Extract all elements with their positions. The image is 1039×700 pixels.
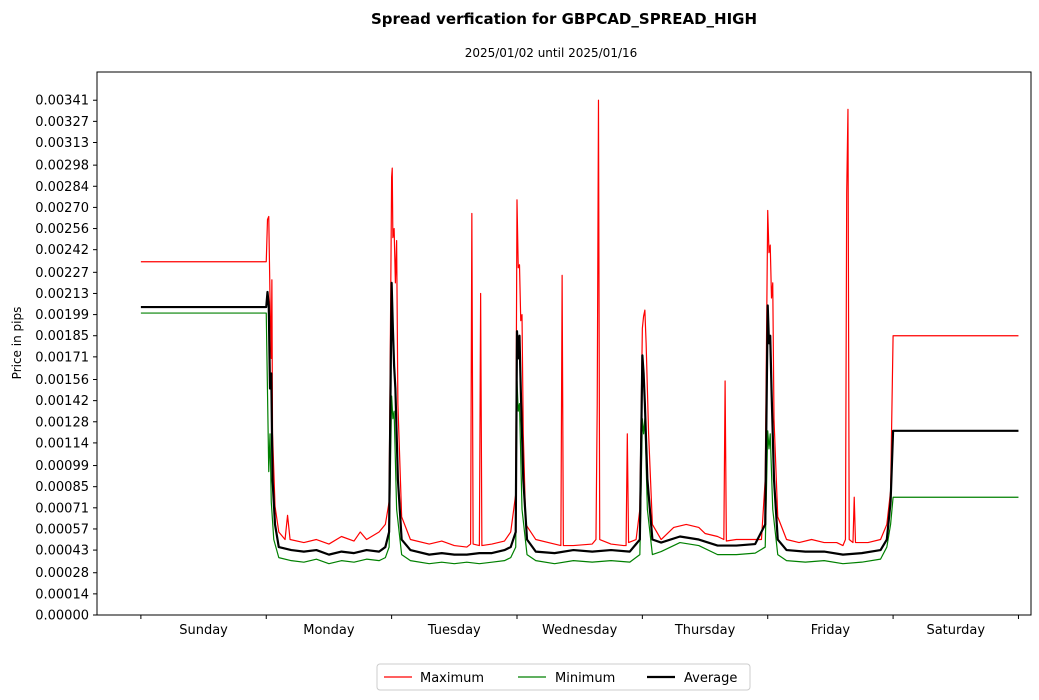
y-tick-label: 0.00071 bbox=[35, 501, 89, 516]
legend-label-maximum: Maximum bbox=[420, 671, 484, 686]
y-tick-label: 0.00227 bbox=[35, 266, 89, 281]
x-axis: Sunday Monday Tuesday Wednesday Thursday Frid… bbox=[140, 615, 1019, 638]
chart-subtitle: 2025/01/02 until 2025/01/16 bbox=[465, 46, 638, 60]
y-tick-label: 0.00284 bbox=[35, 180, 89, 195]
y-tick-label: 0.00085 bbox=[35, 480, 89, 495]
x-tick-label: Sunday bbox=[179, 623, 228, 638]
legend: Maximum Minimum Average bbox=[376, 663, 751, 691]
x-tick-label: Saturday bbox=[926, 623, 985, 638]
legend-label-minimum: Minimum bbox=[555, 671, 615, 686]
x-tick-label: Tuesday bbox=[427, 623, 481, 638]
chart-title: Spread verfication for GBPCAD_SPREAD_HIG… bbox=[371, 10, 757, 28]
y-tick-label: 0.00242 bbox=[35, 243, 89, 258]
y-tick-label: 0.00128 bbox=[35, 415, 89, 430]
y-tick-label: 0.00270 bbox=[35, 201, 89, 216]
y-tick-label: 0.00000 bbox=[35, 609, 89, 624]
y-tick-label: 0.00142 bbox=[35, 394, 89, 409]
y-tick-label: 0.00114 bbox=[35, 436, 89, 451]
y-tick-label: 0.00298 bbox=[35, 159, 89, 174]
y-tick-label: 0.00199 bbox=[35, 308, 89, 323]
x-tick-label: Thursday bbox=[674, 623, 736, 638]
x-tick-label: Monday bbox=[303, 623, 355, 638]
plot-frame bbox=[96, 71, 1032, 616]
legend-box bbox=[376, 663, 751, 691]
y-tick-label: 0.00171 bbox=[35, 350, 89, 365]
x-tick-label: Wednesday bbox=[542, 623, 618, 638]
y-tick-label: 0.00213 bbox=[35, 287, 89, 302]
series-line-minimum bbox=[140, 312, 1019, 565]
series-line-maximum bbox=[140, 99, 1019, 548]
y-tick-label: 0.00014 bbox=[35, 587, 89, 602]
y-tick-label: 0.00099 bbox=[35, 459, 89, 474]
y-axis: 0.00000 0.00014 0.00028 0.00043 0.00057 0.000… bbox=[35, 94, 97, 624]
y-tick-label: 0.00341 bbox=[35, 94, 89, 109]
y-tick-label: 0.00156 bbox=[35, 373, 89, 388]
y-tick-label: 0.00043 bbox=[35, 544, 89, 559]
series-layer bbox=[140, 99, 1019, 565]
x-tick-label: Friday bbox=[811, 623, 851, 638]
y-tick-label: 0.00327 bbox=[35, 115, 89, 130]
series-line-average bbox=[140, 281, 1019, 556]
y-tick-label: 0.00313 bbox=[35, 136, 89, 151]
legend-label-average: Average bbox=[684, 671, 737, 686]
y-tick-label: 0.00028 bbox=[35, 566, 89, 581]
y-axis-label: Price in pips bbox=[10, 307, 24, 380]
y-tick-label: 0.00185 bbox=[35, 329, 89, 344]
y-tick-label: 0.00256 bbox=[35, 222, 89, 237]
y-tick-label: 0.00057 bbox=[35, 522, 89, 537]
